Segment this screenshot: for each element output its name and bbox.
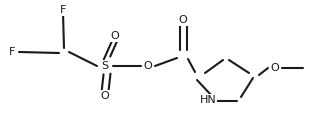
Text: O: O xyxy=(144,61,153,71)
Text: O: O xyxy=(271,63,279,73)
Text: F: F xyxy=(9,47,15,57)
Text: F: F xyxy=(60,5,66,15)
Text: O: O xyxy=(179,15,187,25)
Text: O: O xyxy=(101,91,109,101)
Text: HN: HN xyxy=(200,95,216,105)
Text: O: O xyxy=(111,31,119,41)
Text: S: S xyxy=(101,61,108,71)
